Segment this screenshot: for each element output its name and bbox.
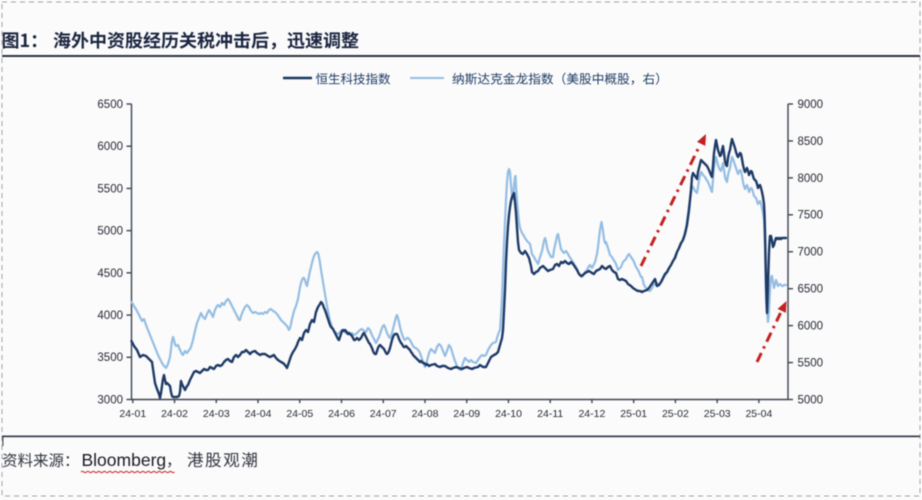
svg-text:25-01: 25-01 xyxy=(620,408,647,420)
svg-text:9000: 9000 xyxy=(798,99,824,111)
svg-text:7500: 7500 xyxy=(798,210,824,222)
svg-text:24-08: 24-08 xyxy=(412,408,439,420)
svg-text:Bloomberg: Bloomberg xyxy=(82,450,167,470)
svg-text:8500: 8500 xyxy=(798,136,824,148)
svg-text:5000: 5000 xyxy=(97,226,123,238)
svg-text:24-09: 24-09 xyxy=(453,408,480,420)
svg-text:24-01: 24-01 xyxy=(119,408,146,420)
svg-text:5000: 5000 xyxy=(798,394,824,406)
svg-text:4500: 4500 xyxy=(97,268,123,280)
svg-text:24-05: 24-05 xyxy=(286,408,313,420)
svg-text:24-06: 24-06 xyxy=(328,408,355,420)
svg-text:24-10: 24-10 xyxy=(495,408,522,420)
svg-text:25-03: 25-03 xyxy=(704,408,731,420)
svg-text:24-04: 24-04 xyxy=(245,408,272,420)
svg-text:24-11: 24-11 xyxy=(537,408,563,420)
svg-text:25-02: 25-02 xyxy=(662,408,689,420)
svg-text:3000: 3000 xyxy=(97,394,123,406)
svg-text:5500: 5500 xyxy=(97,183,123,195)
svg-text:3500: 3500 xyxy=(97,352,123,364)
svg-text:6500: 6500 xyxy=(798,284,824,296)
svg-text:6000: 6000 xyxy=(97,141,123,153)
svg-text:7000: 7000 xyxy=(798,247,824,259)
svg-text:6500: 6500 xyxy=(97,99,123,111)
svg-text:24-03: 24-03 xyxy=(203,408,230,420)
svg-text:24-07: 24-07 xyxy=(370,408,397,420)
svg-text:6000: 6000 xyxy=(798,321,824,333)
svg-text:24-12: 24-12 xyxy=(578,408,605,420)
svg-text:25-04: 25-04 xyxy=(745,408,772,420)
svg-text:4000: 4000 xyxy=(97,310,123,322)
svg-text:5500: 5500 xyxy=(798,358,824,370)
svg-text:8000: 8000 xyxy=(798,173,824,185)
svg-text:24-02: 24-02 xyxy=(161,408,188,420)
